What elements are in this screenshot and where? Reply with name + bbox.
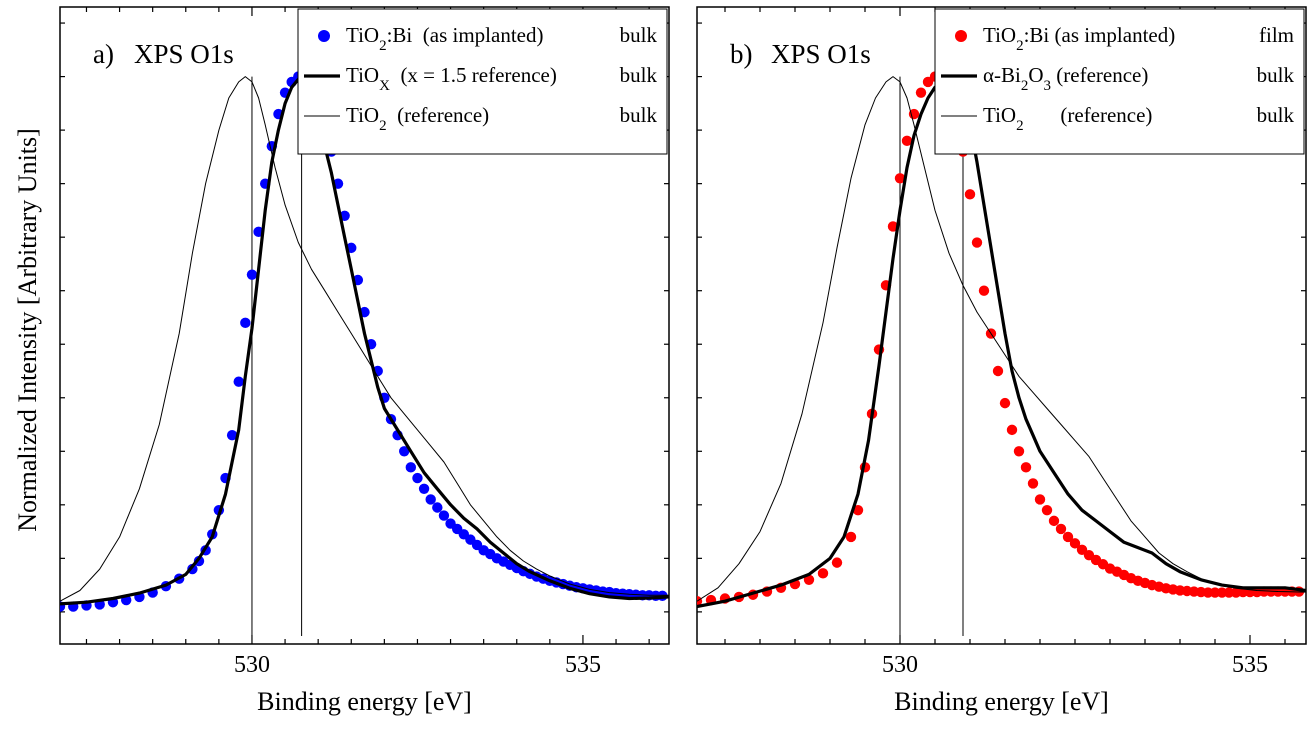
legend-entry: TiOX (x = 1.5 reference): [346, 63, 557, 94]
plot-frame: [59, 6, 670, 645]
series-line-thin: [697, 76, 1306, 602]
legend-subscript: 2: [379, 38, 387, 54]
legend-box: [297, 8, 668, 155]
y-axis-label: Normalized Intensity [Arbitrary Units]: [13, 128, 42, 532]
data-point: [971, 237, 983, 248]
data-point: [412, 472, 423, 484]
data-point: [438, 510, 450, 521]
legend-text-part: (reference): [1051, 63, 1148, 87]
data-point: [1062, 531, 1074, 543]
legend-suffix: film: [1259, 23, 1294, 47]
legend-text-part: O: [1028, 63, 1043, 87]
legend-text-part: :Bi (as implanted): [1024, 23, 1176, 47]
data-point: [432, 502, 443, 513]
plot-area: [60, 71, 669, 612]
data-point: [845, 531, 857, 543]
plot-area: [697, 71, 1306, 609]
x-axis-label: Binding energy [eV]: [257, 687, 472, 716]
legend-entry: TiO2 (reference): [346, 103, 489, 134]
data-point: [233, 376, 244, 387]
legend-text-part: TiO: [346, 63, 379, 87]
data-point: [1034, 494, 1046, 505]
legend-marker: [318, 30, 330, 42]
legend-subscript: 2: [1021, 78, 1029, 94]
data-point: [1020, 462, 1032, 473]
data-point: [887, 221, 899, 232]
x-tick-label: 530: [234, 652, 270, 678]
legend-suffix: bulk: [1257, 103, 1295, 127]
data-point: [226, 430, 238, 441]
data-point: [831, 557, 843, 568]
data-point: [1048, 515, 1060, 527]
legend-subscript: X: [379, 78, 390, 94]
x-axis-label: Binding energy [eV]: [894, 687, 1109, 716]
legend-entry: α-Bi2O3 (reference): [983, 63, 1148, 94]
x-tick-label: 530: [882, 652, 918, 678]
legend-entry: TiO2:Bi (as implanted): [983, 23, 1175, 54]
legend-text-part: (x = 1.5 reference): [390, 63, 557, 87]
series-line-thick: [697, 75, 1306, 609]
legend-subscript: 2: [1016, 38, 1024, 54]
legend-marker: [955, 30, 967, 42]
x-tick-label: 535: [565, 652, 601, 678]
data-point: [999, 397, 1011, 409]
legend-text-part: :Bi (as implanted): [387, 23, 544, 47]
panel-label: a): [93, 39, 114, 69]
data-point: [803, 574, 815, 585]
legend-entry: TiO2 (reference): [983, 103, 1152, 134]
data-point: [1041, 504, 1053, 516]
legend-text-part: TiO: [983, 23, 1016, 47]
legend-suffix: bulk: [620, 103, 658, 127]
legend-text-part: (reference): [387, 103, 490, 127]
legend-box: [934, 8, 1305, 155]
legend-subscript: 2: [379, 118, 387, 134]
legend-text-part: TiO: [346, 103, 379, 127]
data-point: [418, 483, 430, 494]
legend-text-part: TiO: [983, 103, 1016, 127]
data-point: [405, 462, 417, 473]
legend-subscript: 3: [1044, 78, 1052, 94]
plot-frame: [696, 6, 1307, 645]
data-point: [1006, 424, 1018, 436]
legend-suffix: bulk: [1257, 63, 1295, 87]
data-point: [425, 494, 436, 505]
data-point: [1069, 538, 1081, 549]
data-point: [978, 285, 990, 296]
legend-text-part: (reference): [1024, 103, 1153, 127]
data-point: [852, 504, 864, 516]
legend-suffix: bulk: [620, 63, 658, 87]
data-point: [399, 446, 410, 457]
legend-text-part: TiO: [346, 23, 379, 47]
x-tick-label: 535: [1232, 652, 1268, 678]
data-point: [894, 173, 906, 184]
data-point: [901, 135, 913, 147]
panel-title: XPS O1s: [134, 39, 234, 69]
data-point: [915, 87, 927, 98]
data-point: [246, 269, 258, 280]
data-point: [992, 365, 1004, 377]
series-line-thick: [60, 75, 669, 606]
legend-text-part: α-Bi: [983, 63, 1021, 87]
panel-title: XPS O1s: [771, 39, 871, 69]
data-point: [240, 317, 251, 329]
data-point: [1055, 523, 1067, 535]
data-point: [964, 189, 976, 200]
data-point: [1027, 478, 1039, 489]
panel-label: b): [730, 39, 753, 69]
data-point: [817, 568, 829, 579]
series-line-thin: [60, 76, 669, 602]
legend-suffix: bulk: [620, 23, 658, 47]
legend-entry: TiO2:Bi (as implanted): [346, 23, 543, 54]
legend-subscript: 2: [1016, 118, 1024, 134]
data-point: [1013, 446, 1025, 457]
